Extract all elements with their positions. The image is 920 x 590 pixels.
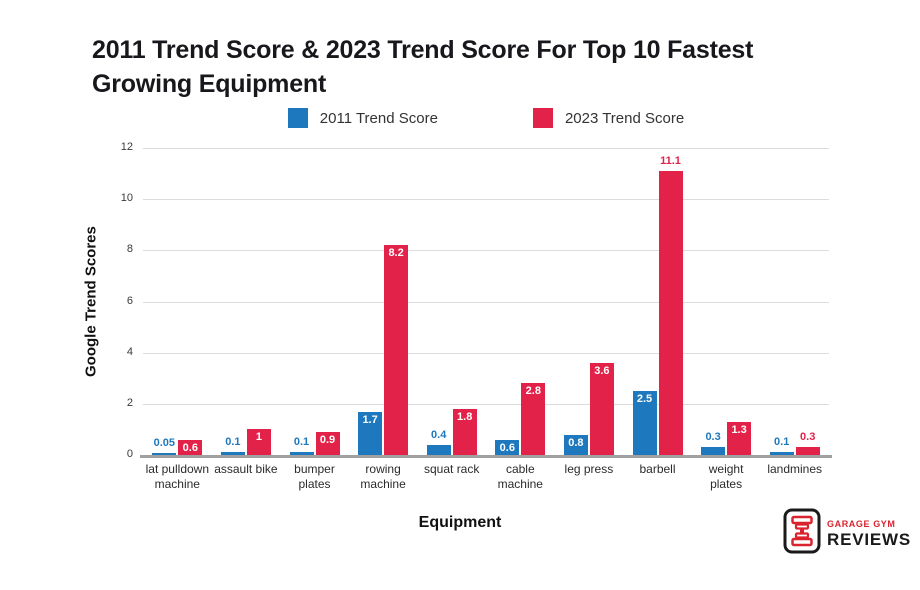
bar-value-label: 0.6 xyxy=(182,441,198,454)
bar-value-label: 0.05 xyxy=(153,437,176,449)
bar xyxy=(289,452,314,455)
bar xyxy=(632,391,657,455)
y-tick-label: 2 xyxy=(126,396,133,409)
bar xyxy=(358,411,383,455)
y-tick-label: 4 xyxy=(126,345,133,358)
bar-value-label: 8.2 xyxy=(388,247,404,260)
bar-value-label: 0.4 xyxy=(431,428,447,441)
bar-value-label: 1.8 xyxy=(457,410,473,423)
bar-value-label: 2.8 xyxy=(525,385,541,398)
gridline xyxy=(143,352,829,354)
bar xyxy=(246,429,271,455)
bar-value-label: 11.1 xyxy=(660,155,681,167)
legend-swatch-2023 xyxy=(532,108,553,128)
x-category-label: cable machine xyxy=(497,462,543,491)
bar xyxy=(315,432,340,455)
gridline xyxy=(143,199,829,201)
bar-value-label: 2.5 xyxy=(636,393,653,405)
bar xyxy=(589,362,614,455)
brand-logo: GARAGE GYM REVIEWS xyxy=(783,508,911,559)
legend-item-2011: 2011 Trend Score xyxy=(287,108,438,128)
bar-value-label: 0.8 xyxy=(568,436,584,449)
legend-swatch-2011 xyxy=(287,108,308,128)
legend: 2011 Trend Score 2023 Trend Score xyxy=(143,108,829,128)
bar xyxy=(220,452,245,455)
y-tick-label: 0 xyxy=(126,448,133,460)
dumbbell-icon xyxy=(783,508,821,559)
chart-title: 2011 Trend Score & 2023 Trend Score For … xyxy=(92,35,754,98)
x-category-label: assault bike xyxy=(214,462,278,476)
bar xyxy=(152,453,177,455)
bar-value-label: 1 xyxy=(255,431,262,444)
bar-value-label: 0.1 xyxy=(293,436,310,449)
bar xyxy=(795,447,820,455)
bar xyxy=(727,421,752,455)
brand-name-bottom: REVIEWS xyxy=(827,529,912,549)
brand-logo-text: GARAGE GYM REVIEWS xyxy=(827,518,912,549)
bar-value-label: 0.1 xyxy=(225,436,241,449)
y-tick-label: 8 xyxy=(126,243,133,256)
bar-value-label: 0.6 xyxy=(499,441,515,454)
bar-value-label: 3.6 xyxy=(594,364,610,377)
legend-item-2023: 2023 Trend Score xyxy=(532,108,685,128)
y-tick-label: 6 xyxy=(126,294,133,307)
bar-value-label: 0.3 xyxy=(800,431,816,444)
bar xyxy=(769,452,794,455)
legend-label-2011: 2011 Trend Score xyxy=(319,109,438,127)
x-axis-title: Equipment xyxy=(418,514,502,531)
bar-value-label: 0.1 xyxy=(774,436,790,449)
bar xyxy=(701,447,726,455)
x-category-label: landmines xyxy=(767,462,823,476)
bar-value-label: 0.3 xyxy=(705,431,721,444)
bar xyxy=(658,171,683,455)
x-axis-line xyxy=(140,455,832,458)
x-category-label: squat rack xyxy=(424,462,480,476)
bar xyxy=(521,383,546,455)
bar xyxy=(495,439,520,455)
y-tick-label: 12 xyxy=(120,141,133,153)
bar xyxy=(563,434,588,455)
brand-name-top: GARAGE GYM xyxy=(827,518,896,529)
gridline xyxy=(143,148,829,149)
x-category-label: lat pulldown machine xyxy=(145,462,209,491)
x-category-label: weight plates xyxy=(708,462,744,491)
gridline xyxy=(143,250,829,252)
x-category-label: rowing machine xyxy=(360,462,406,491)
bar-value-label: 1.3 xyxy=(731,423,747,436)
bar xyxy=(178,439,203,455)
bar-value-label: 1.7 xyxy=(362,413,378,426)
x-category-label: bumper plates xyxy=(294,462,335,491)
x-category-label: leg press xyxy=(564,462,614,476)
plot-area: 0 2 4 6 8 10 12 0.05 0.1 0.1 1.7 0.4 0.6 0.8 2.5 0.3 0.1… xyxy=(121,141,832,491)
bar-value-label: 0.9 xyxy=(319,434,336,446)
bar xyxy=(452,409,477,455)
bar xyxy=(426,444,451,455)
y-tick-label: 10 xyxy=(120,192,133,205)
gridline xyxy=(143,301,829,303)
legend-label-2023: 2023 Trend Score xyxy=(564,109,685,127)
gridline xyxy=(143,403,829,405)
x-category-label: barbell xyxy=(639,462,676,476)
bar xyxy=(384,245,409,455)
